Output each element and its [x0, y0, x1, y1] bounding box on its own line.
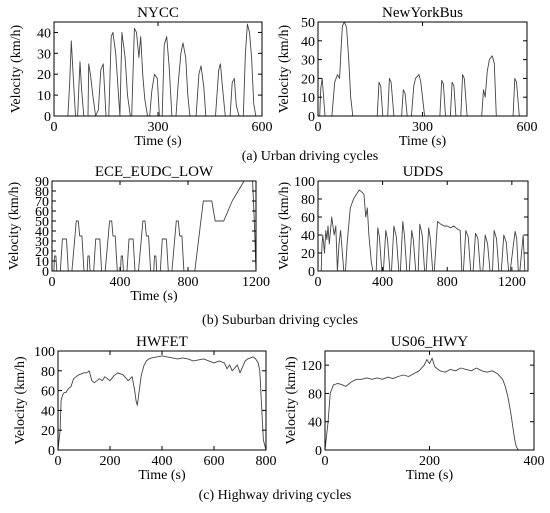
x-tick-label-nycc: 0: [51, 120, 58, 135]
plot-frame-ece: [51, 180, 257, 272]
y-tick-label-nycc: 20: [37, 68, 51, 83]
chart-title-hwfet: HWFET: [136, 334, 188, 350]
series-line-nybus: [318, 21, 527, 117]
y-tick-label-ece: 10: [35, 255, 49, 270]
x-axis-label-us06: Time (s): [406, 468, 454, 483]
x-tick-label-nycc: 600: [252, 120, 273, 135]
series-line-udds: [318, 189, 528, 272]
x-tick-label-us06: 200: [419, 454, 440, 469]
y-tick-label-udds: 40: [301, 229, 315, 244]
x-tick-label-udds: 1200: [498, 275, 526, 290]
chart-nycc: 0 300 600 0 10 20 30 40 NYCC Time (s) Velocity (km…: [9, 5, 273, 149]
y-tick-label-nybus: 40: [301, 35, 315, 50]
x-tick-label-hwfet: 200: [100, 454, 121, 469]
x-tick-label-us06: 0: [322, 454, 329, 469]
x-tick-label-nybus: 0: [315, 120, 322, 135]
y-axis-label-hwfet: Velocity (km/h): [13, 356, 28, 445]
y-tick-label-us06: 120: [301, 359, 322, 374]
chart-title-ece: ECE_EUDC_LOW: [95, 164, 214, 180]
y-tick-label-udds: 0: [308, 265, 315, 280]
caption-suburban: (b) Suburban driving cycles: [202, 313, 358, 328]
plot-frame-udds: [317, 180, 529, 272]
y-tick-label-hwfet: 20: [41, 424, 55, 439]
y-axis-label-us06: Velocity (km/h): [284, 356, 299, 445]
y-tick-label-ece: 30: [35, 235, 49, 250]
y-tick-label-nybus: 20: [301, 72, 315, 87]
y-tick-label-nybus: 0: [308, 110, 315, 125]
y-tick-label-nycc: 40: [37, 26, 51, 41]
y-axis-label-udds: Velocity (km/h): [277, 182, 292, 271]
y-tick-label-udds: 20: [301, 247, 315, 262]
x-tick-label-udds: 400: [372, 275, 393, 290]
y-tick-label-ece: 50: [35, 215, 49, 230]
plot-frame-hwfet: [57, 350, 267, 451]
y-tick-label-hwfet: 40: [41, 404, 55, 419]
chart-us06: 0 200 400 0 40 80 120 US06_HWY Time (s) Velocity …: [284, 334, 545, 483]
series-line-hwfet: [57, 355, 267, 451]
y-tick-label-nycc: 30: [37, 47, 51, 62]
y-tick-label-ece: 80: [35, 185, 49, 200]
x-tick-label-hwfet: 0: [55, 454, 62, 469]
y-tick-label-udds: 80: [301, 193, 315, 208]
series-line-ece: [52, 180, 257, 272]
x-tick-label-hwfet: 800: [256, 454, 277, 469]
y-tick-label-ece: 0: [42, 265, 49, 280]
x-tick-label-hwfet: 600: [204, 454, 225, 469]
series-line-us06: [324, 357, 519, 451]
chart-title-nycc: NYCC: [137, 5, 179, 21]
x-tick-label-udds: 0: [315, 275, 322, 290]
y-tick-label-nycc: 0: [44, 110, 51, 125]
y-tick-label-us06: 0: [315, 444, 322, 459]
y-tick-label-nycc: 10: [37, 89, 51, 104]
y-tick-label-ece: 70: [35, 195, 49, 210]
x-tick-label-hwfet: 400: [152, 454, 173, 469]
y-tick-label-hwfet: 100: [34, 345, 55, 360]
y-tick-label-nybus: 30: [301, 54, 315, 69]
caption-urban: (a) Urban driving cycles: [242, 149, 378, 164]
y-tick-label-us06: 80: [308, 387, 322, 402]
x-tick-label-us06: 400: [524, 454, 545, 469]
x-axis-label-hwfet: Time (s): [138, 468, 186, 483]
x-axis-label-nycc: Time (s): [134, 134, 182, 149]
y-tick-label-nybus: 10: [301, 91, 315, 106]
x-tick-label-nybus: 300: [412, 120, 433, 135]
x-tick-label-ece: 1200: [242, 275, 270, 290]
chart-title-us06: US06_HWY: [391, 334, 469, 350]
y-tick-label-nybus: 50: [301, 16, 315, 31]
y-tick-label-hwfet: 0: [48, 444, 55, 459]
x-axis-label-ece: Time (s): [130, 289, 178, 304]
y-tick-label-hwfet: 60: [41, 385, 55, 400]
x-tick-label-nycc: 300: [148, 120, 169, 135]
y-tick-label-us06: 40: [308, 416, 322, 431]
x-tick-label-ece: 400: [110, 275, 131, 290]
y-tick-label-hwfet: 80: [41, 365, 55, 380]
y-axis-label-nybus: Velocity (km/h): [277, 25, 292, 114]
y-tick-label-udds: 100: [294, 175, 315, 190]
y-tick-label-ece: 90: [35, 175, 49, 190]
y-axis-label-ece: Velocity (km/h): [7, 182, 22, 271]
x-axis-label-nybus: Time (s): [399, 134, 447, 149]
y-tick-label-ece: 20: [35, 245, 49, 260]
x-tick-label-ece: 0: [49, 275, 56, 290]
x-tick-label-nybus: 600: [517, 120, 538, 135]
y-axis-label-nycc: Velocity (km/h): [9, 25, 24, 114]
x-tick-label-ece: 800: [178, 275, 199, 290]
y-tick-label-udds: 60: [301, 211, 315, 226]
chart-title-nybus: NewYorkBus: [382, 5, 463, 21]
y-tick-label-ece: 40: [35, 225, 49, 240]
plot-frame-us06: [324, 350, 535, 451]
caption-highway: (c) Highway driving cycles: [199, 488, 352, 503]
x-tick-label-udds: 800: [437, 275, 458, 290]
series-line-nycc: [54, 23, 262, 117]
y-tick-label-ece: 60: [35, 205, 49, 220]
chart-title-udds: UDDS: [403, 164, 444, 180]
